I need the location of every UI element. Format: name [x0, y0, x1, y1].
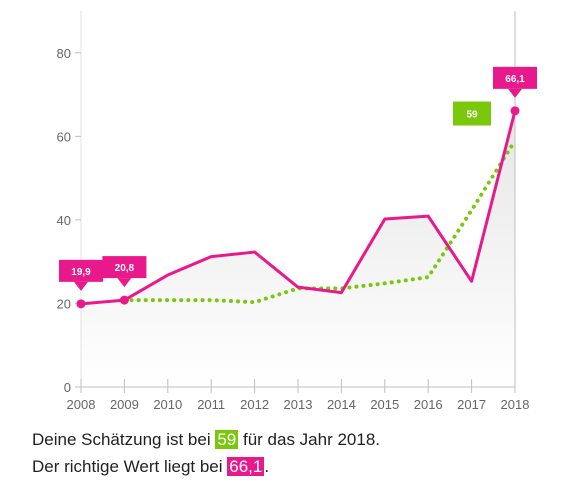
value-tag-label: 19,9	[71, 267, 91, 278]
guess-sentence-start: Deine Schätzung ist bei	[32, 430, 216, 449]
y-tick-label: 80	[57, 46, 71, 61]
value-tag-pointer	[508, 88, 522, 98]
x-tick-label: 2015	[370, 397, 399, 412]
value-tag-label: 66,1	[505, 74, 525, 85]
x-tick-label: 2011	[197, 397, 225, 412]
chart: 0 20 40 60 80 2008 2009 2010 2011 2012 2013 2014 201…	[57, 11, 537, 412]
actual-value-highlight: 66,1	[227, 457, 265, 476]
actual-sentence-start: Der richtige Wert liegt bei	[32, 457, 228, 476]
guess-sentence: Deine Schätzung ist bei 59 für das Jahr …	[32, 426, 380, 453]
x-tick-label: 2008	[67, 397, 96, 412]
actual-line	[80, 110, 517, 306]
value-tag-pointer	[117, 278, 132, 288]
actual-sentence-end: .	[264, 457, 270, 476]
value-tag-label: 20,8	[115, 263, 135, 274]
value-tag-box	[493, 66, 537, 89]
y-tick-label: 60	[57, 129, 71, 144]
y-tick-label: 20	[57, 296, 71, 311]
x-tick-label: 2016	[414, 397, 443, 412]
data-point-marker	[76, 299, 86, 309]
result-caption: Deine Schätzung ist bei 59 für das Jahr …	[32, 426, 380, 480]
x-tick-label: 2018	[501, 397, 530, 412]
x-tick-label: 2014	[327, 397, 356, 412]
guess-tag-label: 59	[466, 110, 478, 121]
data-point-marker	[119, 295, 129, 305]
x-tick-label: 2010	[153, 397, 182, 412]
guess-tag-box	[453, 101, 491, 126]
area-fill	[81, 110, 515, 388]
value-tag-box	[59, 259, 103, 282]
x-tick-label: 2012	[240, 397, 269, 412]
x-tick-label: 2017	[457, 397, 486, 412]
value-tag-pointer	[74, 281, 88, 291]
guess-sentence-end: für das Jahr 2018.	[238, 430, 381, 449]
y-tick-label: 0	[64, 380, 71, 395]
data-point-marker	[510, 106, 520, 116]
chart-svg: 0 20 40 60 80 2008 2009 2010 2011 2012 2013 2014 201…	[57, 11, 537, 412]
x-tick-label: 2013	[284, 397, 313, 412]
value-tag-box	[102, 256, 147, 279]
actual-sentence: Der richtige Wert liegt bei 66,1.	[32, 453, 380, 480]
guess-value-highlight: 59	[215, 430, 239, 449]
x-tick-label: 2009	[110, 397, 139, 412]
y-tick-label: 40	[57, 213, 71, 228]
